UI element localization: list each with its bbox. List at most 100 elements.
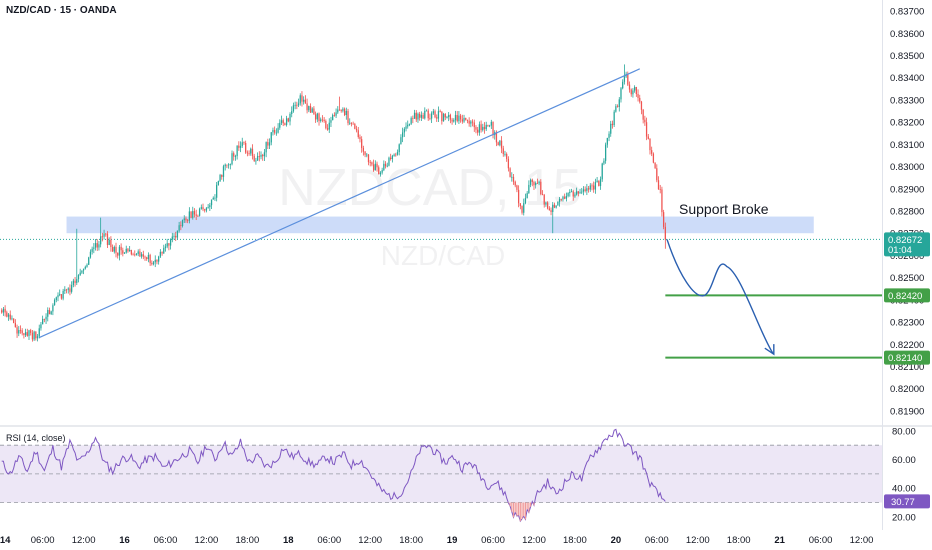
candle-body xyxy=(79,272,81,276)
candle-body xyxy=(611,123,614,126)
candle-body xyxy=(606,137,608,145)
candle-body xyxy=(410,118,412,124)
candle-body xyxy=(562,196,564,200)
time-tick-label: 12:00 xyxy=(358,535,382,546)
candle-body xyxy=(589,185,591,190)
target-1-badge-bg xyxy=(884,288,930,303)
candle-body xyxy=(26,332,28,336)
candle-body xyxy=(292,105,295,112)
candle-body xyxy=(282,120,284,124)
candle-body xyxy=(47,309,49,317)
candle-body xyxy=(173,235,175,237)
price-tick-label: 0.83100 xyxy=(890,140,924,151)
candle-body xyxy=(531,179,533,183)
candle-body xyxy=(446,117,448,118)
candle-body xyxy=(403,128,405,133)
candle-body xyxy=(623,76,626,82)
candle-body xyxy=(662,212,665,227)
candle-body xyxy=(38,328,40,337)
candle-body xyxy=(111,247,114,252)
candle-body xyxy=(146,257,148,260)
candle-body xyxy=(357,130,359,137)
candle-body xyxy=(458,115,460,122)
candle-body xyxy=(161,251,163,254)
candle-body xyxy=(35,331,37,339)
candle-body xyxy=(313,108,315,115)
candle-body xyxy=(642,109,644,120)
candle-body xyxy=(338,109,341,111)
candle-body xyxy=(43,318,45,320)
candle-body xyxy=(45,316,47,320)
candle-body xyxy=(84,266,86,269)
candle-body xyxy=(69,288,71,292)
candle-body xyxy=(466,119,469,121)
candle-body xyxy=(105,233,107,235)
time-tick-label: 12:00 xyxy=(850,535,874,546)
price-tick-label: 0.82000 xyxy=(890,384,924,395)
candle-body xyxy=(168,243,170,246)
candle-body xyxy=(113,246,115,252)
candle-body xyxy=(100,236,102,245)
candle-body xyxy=(579,192,581,194)
candle-body xyxy=(511,176,513,178)
candle-body xyxy=(649,138,651,151)
candle-body xyxy=(130,249,133,255)
candle-body xyxy=(88,257,90,265)
candle-body xyxy=(465,117,467,120)
candle-body xyxy=(628,84,631,90)
candle-body xyxy=(180,225,182,227)
candle-body xyxy=(652,153,655,163)
candle-body xyxy=(369,162,371,163)
candle-body xyxy=(132,254,134,256)
candle-body xyxy=(125,248,127,253)
candle-body xyxy=(512,176,515,182)
time-tick-label: 18:00 xyxy=(399,535,423,546)
candle-body xyxy=(325,120,327,129)
candle-body xyxy=(593,185,595,190)
candle-body xyxy=(499,140,501,146)
candle-body xyxy=(645,122,648,137)
time-tick-label: 06:00 xyxy=(481,535,505,546)
candle-body xyxy=(497,142,499,146)
candle-body xyxy=(490,121,492,126)
candle-body xyxy=(171,236,173,240)
candle-body xyxy=(187,220,189,222)
candle-body xyxy=(214,197,216,199)
candle-body xyxy=(359,136,361,140)
candle-body xyxy=(475,127,477,130)
candle-body xyxy=(72,280,74,286)
candle-body xyxy=(405,126,407,129)
candle-body xyxy=(234,156,237,157)
candle-body xyxy=(139,251,141,257)
time-tick-label: 12:00 xyxy=(195,535,219,546)
candle-body xyxy=(304,99,307,104)
candle-body xyxy=(541,194,544,195)
candle-body xyxy=(137,251,139,254)
candle-body xyxy=(516,185,518,190)
candle-body xyxy=(538,181,540,184)
candle-body xyxy=(224,164,226,167)
candle-body xyxy=(604,144,607,161)
candle-body xyxy=(425,110,428,112)
candle-body xyxy=(367,154,370,163)
candle-body xyxy=(195,214,197,216)
candle-body xyxy=(82,268,85,271)
candle-body xyxy=(354,123,356,129)
candle-body xyxy=(129,249,131,252)
time-tick-label: 06:00 xyxy=(317,535,341,546)
current-price-badge-bg xyxy=(884,232,930,257)
candle-body xyxy=(570,191,573,193)
current-price-badge: 0.82672 xyxy=(888,235,922,246)
candle-body xyxy=(246,152,249,154)
candle-body xyxy=(654,162,656,169)
candle-body xyxy=(384,163,387,167)
candle-body xyxy=(256,156,259,161)
candle-body xyxy=(188,211,191,221)
candle-body xyxy=(422,115,424,119)
candle-body xyxy=(14,323,16,328)
candle-body xyxy=(340,109,342,111)
candle-body xyxy=(350,122,353,124)
candle-body xyxy=(599,179,602,186)
candle-body xyxy=(482,126,484,131)
